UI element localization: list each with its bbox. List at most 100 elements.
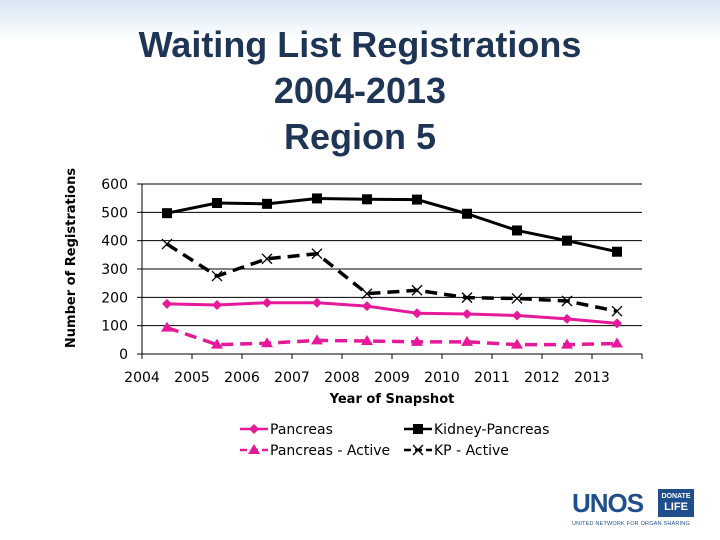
legend-label: Pancreas - Active bbox=[270, 443, 390, 459]
x-tick-label: 2004 bbox=[124, 370, 160, 386]
data-point-pancreas-active bbox=[461, 335, 473, 346]
x-tick-label: 2010 bbox=[424, 370, 460, 386]
data-point-pancreas-active bbox=[211, 338, 223, 349]
x-marker-stroke bbox=[211, 270, 223, 282]
data-point-kidney-pancreas bbox=[612, 246, 622, 257]
data-point-pancreas bbox=[362, 301, 372, 312]
series-kidney-pancreas bbox=[162, 193, 622, 257]
legend-label: KP - Active bbox=[434, 443, 509, 459]
data-point-pancreas bbox=[312, 297, 322, 308]
data-point-kidney-pancreas bbox=[562, 235, 572, 246]
legend-label: Pancreas bbox=[270, 422, 333, 438]
x-marker-stroke bbox=[411, 284, 423, 296]
x-tick-label: 2008 bbox=[324, 370, 360, 386]
data-point-pancreas bbox=[562, 313, 572, 324]
data-point-pancreas bbox=[612, 318, 622, 329]
data-point-kidney-pancreas bbox=[412, 194, 422, 205]
x-marker-stroke bbox=[511, 293, 523, 304]
data-point-kidney-pancreas bbox=[262, 198, 272, 209]
data-point-pancreas-active bbox=[511, 338, 523, 349]
legend-item-kp-active: KP - Active bbox=[404, 443, 509, 459]
legend-item-pancreas-active: Pancreas - Active bbox=[240, 443, 390, 459]
unos-logo: UNOS DONATE LIFE UNITED NETWORK FOR ORGA… bbox=[572, 488, 700, 532]
unos-logo-tagline: UNITED NETWORK FOR ORGAN SHARING bbox=[572, 521, 690, 527]
data-point-kidney-pancreas bbox=[512, 225, 522, 236]
legend-label: Kidney-Pancreas bbox=[434, 422, 549, 438]
x-marker-stroke bbox=[611, 305, 623, 317]
data-point-kp-active bbox=[261, 253, 273, 265]
data-point-pancreas-active bbox=[311, 334, 323, 345]
data-point-kp-active bbox=[361, 288, 373, 300]
data-point-kp-active bbox=[411, 284, 423, 296]
y-tick-label: 500 bbox=[101, 205, 128, 221]
data-point-kp-active bbox=[511, 293, 523, 304]
data-point-kp-active bbox=[161, 238, 173, 250]
series-pancreas-active bbox=[161, 321, 623, 349]
legend-item-pancreas: Pancreas bbox=[240, 422, 333, 438]
data-point-kidney-pancreas bbox=[462, 208, 472, 219]
y-tick-label: 400 bbox=[101, 234, 128, 250]
data-point-kp-active bbox=[561, 295, 573, 307]
series-line-pancreas-active bbox=[166, 325, 618, 347]
x-tick-label: 2005 bbox=[174, 370, 210, 386]
data-point-kp-active bbox=[311, 248, 323, 260]
y-tick-label: 300 bbox=[101, 262, 128, 278]
x-tick-label: 2006 bbox=[224, 370, 260, 386]
legend-item-kidney-pancreas: Kidney-Pancreas bbox=[404, 422, 549, 438]
data-point-kidney-pancreas bbox=[312, 193, 322, 204]
x-marker-stroke bbox=[461, 292, 473, 304]
y-tick-label: 200 bbox=[101, 290, 128, 306]
y-axis-title: Number of Registrations bbox=[64, 168, 79, 348]
series-kp-active bbox=[161, 238, 623, 317]
data-point-kidney-pancreas bbox=[212, 197, 222, 208]
x-tick-label: 2007 bbox=[274, 370, 310, 386]
x-tick-label: 2011 bbox=[474, 370, 510, 386]
data-point-pancreas bbox=[262, 297, 272, 308]
unos-logo-wordmark: UNOS bbox=[572, 488, 644, 518]
legend-swatch-marker bbox=[413, 424, 423, 434]
data-point-pancreas-active bbox=[161, 321, 173, 332]
legend-swatch-marker bbox=[249, 424, 259, 434]
legend-swatch-marker bbox=[412, 444, 424, 456]
y-tick-label: 0 bbox=[119, 347, 128, 363]
series-line-kidney-pancreas bbox=[166, 196, 618, 254]
data-point-kidney-pancreas bbox=[362, 194, 372, 205]
x-tick-label: 2009 bbox=[374, 370, 410, 386]
donate-life-badge-line-1: DONATE bbox=[661, 493, 691, 500]
y-tick-label: 100 bbox=[101, 319, 128, 335]
header-band bbox=[0, 0, 720, 40]
x-marker-stroke bbox=[161, 238, 173, 250]
data-point-pancreas-active bbox=[361, 334, 373, 345]
x-marker-stroke bbox=[311, 248, 323, 260]
data-point-kp-active bbox=[461, 292, 473, 304]
data-point-pancreas bbox=[212, 299, 222, 310]
donate-life-badge: DONATE LIFE bbox=[658, 489, 694, 517]
legend-swatch-marker bbox=[248, 444, 260, 454]
x-marker-stroke bbox=[261, 253, 273, 265]
data-point-pancreas bbox=[512, 310, 522, 321]
series-pancreas bbox=[162, 297, 622, 329]
data-point-pancreas-active bbox=[261, 337, 273, 348]
x-marker-stroke bbox=[561, 295, 573, 307]
donate-life-badge-line-2: LIFE bbox=[664, 501, 688, 513]
series-line-pancreas bbox=[166, 301, 618, 325]
chart-title-line-1: Waiting List Registrations bbox=[138, 24, 582, 65]
series-line-kp-active bbox=[166, 242, 618, 313]
x-tick-label: 2012 bbox=[524, 370, 560, 386]
data-point-kidney-pancreas bbox=[162, 208, 172, 219]
chart-title-line-2: 2004-2013 bbox=[273, 70, 447, 111]
chart-title-line-3: Region 5 bbox=[283, 116, 436, 157]
data-point-kp-active bbox=[611, 305, 623, 317]
x-axis-title: Year of Snapshot bbox=[329, 392, 455, 407]
x-marker-stroke bbox=[412, 444, 424, 456]
data-point-pancreas-active bbox=[561, 338, 573, 349]
data-point-pancreas-active bbox=[611, 337, 623, 348]
x-tick-label: 2013 bbox=[574, 370, 610, 386]
y-tick-label: 600 bbox=[101, 177, 128, 193]
data-point-pancreas bbox=[462, 309, 472, 320]
data-point-pancreas bbox=[162, 298, 172, 309]
data-point-pancreas bbox=[412, 308, 422, 319]
data-point-kp-active bbox=[211, 270, 223, 282]
data-point-pancreas-active bbox=[411, 335, 423, 346]
